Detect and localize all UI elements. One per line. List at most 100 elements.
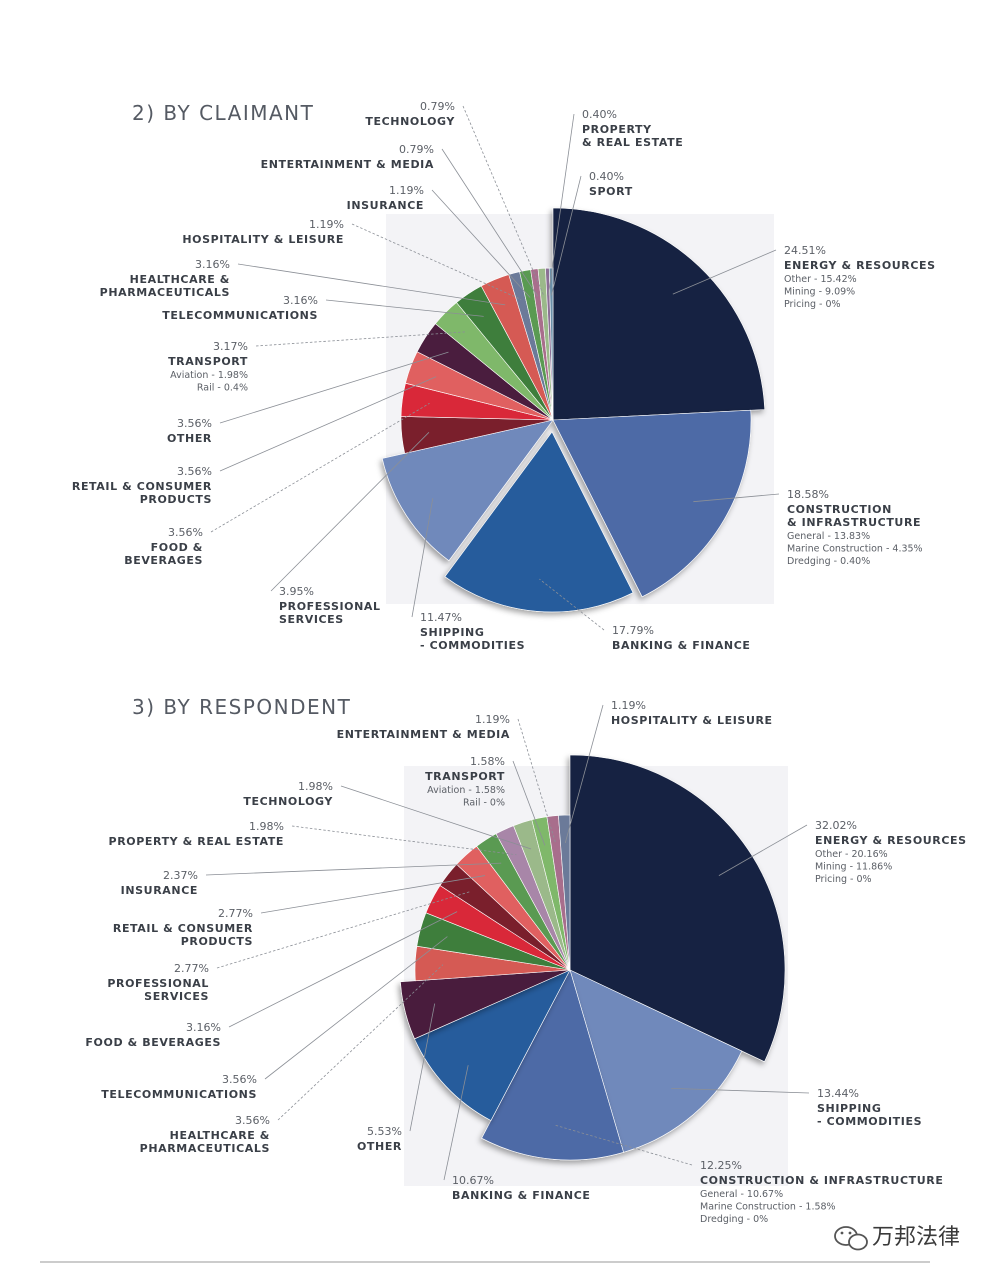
slice-breakdown: Rail - 0% bbox=[463, 798, 505, 809]
slice-label-hospitality-and-leisure: 1.19% HOSPITALITY & LEISURE bbox=[182, 218, 344, 246]
leader-line bbox=[718, 824, 808, 876]
leader-line bbox=[512, 760, 546, 846]
slice-percent: 11.47% bbox=[420, 611, 462, 624]
slice-label-telecommunications: 3.16% TELECOMMUNICATIONS bbox=[162, 294, 318, 322]
slice-name: PHARMACEUTICALS bbox=[140, 1142, 270, 1155]
slice-name: BEVERAGES bbox=[124, 554, 203, 567]
slice-name: SERVICES bbox=[144, 990, 209, 1003]
slice-name: & INFRASTRUCTURE bbox=[787, 516, 921, 529]
slice-name: HEALTHCARE & bbox=[130, 273, 230, 286]
slice-label-other: 5.53% OTHER bbox=[357, 1125, 402, 1153]
leader-line bbox=[672, 249, 777, 295]
slice-name: ENERGY & RESOURCES bbox=[815, 834, 967, 847]
slice-name: HOSPITALITY & LEISURE bbox=[611, 714, 773, 727]
slice-percent: 13.44% bbox=[817, 1087, 859, 1100]
slice-percent: 0.79% bbox=[399, 143, 434, 156]
pie-slice-shipping-commodities bbox=[569, 969, 743, 1153]
slice-name: BANKING & FINANCE bbox=[612, 639, 751, 652]
pie-slice-banking-and-finance bbox=[444, 431, 634, 613]
slice-percent: 1.98% bbox=[298, 780, 333, 793]
slice-name: RETAIL & CONSUMER bbox=[72, 480, 212, 493]
slice-label-sport: 0.40% SPORT bbox=[589, 170, 632, 198]
slice-percent: 24.51% bbox=[784, 244, 826, 257]
slice-percent: 18.58% bbox=[787, 488, 829, 501]
leader-line bbox=[443, 1065, 469, 1181]
leader-line bbox=[277, 964, 444, 1121]
pie-slice-banking-and-finance bbox=[414, 969, 571, 1121]
leader-line bbox=[351, 223, 522, 300]
slice-name: FOOD & BEVERAGES bbox=[85, 1036, 221, 1049]
leader-line bbox=[462, 105, 545, 296]
slice-breakdown: Dredging - 0% bbox=[700, 1214, 768, 1225]
wechat-icon bbox=[834, 1226, 868, 1251]
slice-percent: 3.16% bbox=[283, 294, 318, 307]
slice-name: SHIPPING bbox=[420, 626, 484, 639]
slice-name: ENTERTAINMENT & MEDIA bbox=[337, 728, 510, 741]
slice-percent: 3.56% bbox=[235, 1114, 270, 1127]
slice-breakdown: Rail - 0.4% bbox=[197, 383, 248, 394]
slice-name: TRANSPORT bbox=[168, 355, 248, 368]
slice-label-entertainment-and-media: 1.19% ENTERTAINMENT & MEDIA bbox=[337, 713, 510, 741]
slice-name: TECHNOLOGY bbox=[243, 795, 333, 808]
slice-percent: 10.67% bbox=[452, 1174, 494, 1187]
slice-percent: 3.56% bbox=[168, 526, 203, 539]
slice-name: CONSTRUCTION bbox=[787, 503, 892, 516]
slice-percent: 5.53% bbox=[367, 1125, 402, 1138]
slice-label-food-and-beverages: 3.16% FOOD & BEVERAGES bbox=[85, 1021, 221, 1049]
slice-breakdown: General - 13.83% bbox=[787, 531, 870, 542]
slice-breakdown: Other - 15.42% bbox=[784, 274, 857, 285]
leader-line bbox=[237, 263, 506, 306]
slice-percent: 17.79% bbox=[612, 624, 654, 637]
slice-label-shipping-commodities: 11.47% SHIPPING - COMMODITIES bbox=[420, 611, 525, 652]
slice-label-shipping-commodities: 13.44% SHIPPING - COMMODITIES bbox=[817, 1087, 922, 1128]
leader-line bbox=[325, 299, 484, 317]
slice-label-healthcare-and-pharmaceuticals: 3.16% HEALTHCARE &PHARMACEUTICALS bbox=[100, 258, 230, 299]
pie-slice-shipping-commodities bbox=[381, 419, 554, 562]
slice-name: INSURANCE bbox=[347, 199, 424, 212]
slice-label-hospitality-and-leisure: 1.19% HOSPITALITY & LEISURE bbox=[611, 699, 773, 727]
slice-name: TRANSPORT bbox=[425, 770, 505, 783]
slice-percent: 3.17% bbox=[213, 340, 248, 353]
slice-name: ENERGY & RESOURCES bbox=[784, 259, 936, 272]
slice-breakdown: Marine Construction - 4.35% bbox=[787, 544, 923, 555]
leader-line bbox=[551, 175, 582, 296]
slice-percent: 2.37% bbox=[163, 869, 198, 882]
slice-percent: 1.58% bbox=[470, 755, 505, 768]
slice-label-technology: 0.79% TECHNOLOGY bbox=[365, 100, 455, 128]
slice-percent: 3.56% bbox=[222, 1073, 257, 1086]
slice-percent: 1.19% bbox=[309, 218, 344, 231]
slice-name: PRODUCTS bbox=[181, 935, 253, 948]
leader-line bbox=[554, 1124, 693, 1166]
slice-breakdown: Other - 20.16% bbox=[815, 849, 888, 860]
slice-name: - COMMODITIES bbox=[420, 639, 525, 652]
leader-line bbox=[564, 704, 604, 844]
slice-breakdown: Mining - 9.09% bbox=[784, 287, 855, 298]
slice-label-healthcare-and-pharmaceuticals: 3.56% HEALTHCARE &PHARMACEUTICALS bbox=[140, 1114, 270, 1155]
chart-title-claimant: 2) BY CLAIMANT bbox=[132, 101, 314, 125]
leader-line bbox=[291, 825, 517, 856]
slice-label-technology: 1.98% TECHNOLOGY bbox=[243, 780, 333, 808]
slice-breakdown: Aviation - 1.58% bbox=[427, 785, 505, 796]
slice-label-energy-and-resources: 24.51% ENERGY & RESOURCES Other - 15.42% Mi… bbox=[784, 244, 936, 310]
slice-label-construction-and-infrastructure: 12.25% CONSTRUCTION & INFRASTRUCTURE Gener… bbox=[700, 1159, 943, 1225]
slice-name: OTHER bbox=[167, 432, 212, 445]
slice-percent: 0.40% bbox=[589, 170, 624, 183]
slice-percent: 3.95% bbox=[279, 585, 314, 598]
slice-name: PRODUCTS bbox=[140, 493, 212, 506]
slice-percent: 2.77% bbox=[174, 962, 209, 975]
pie-slice-sport bbox=[548, 267, 554, 421]
leader-line bbox=[517, 718, 557, 844]
pie-chart-respondent: 32.02% ENERGY & RESOURCES Other - 20.16% Mi… bbox=[85, 699, 966, 1225]
slice-percent: 0.79% bbox=[420, 100, 455, 113]
pie-slice-energy-and-resources bbox=[552, 207, 766, 421]
leader-line bbox=[216, 891, 470, 969]
pie-chart-claimant: 24.51% ENERGY & RESOURCES Other - 15.42% Mi… bbox=[72, 100, 936, 652]
pie-slice-construction-and-infrastructure bbox=[552, 409, 752, 598]
slice-name: FOOD & bbox=[151, 541, 203, 554]
chart-title-respondent: 3) BY RESPONDENT bbox=[132, 695, 351, 719]
